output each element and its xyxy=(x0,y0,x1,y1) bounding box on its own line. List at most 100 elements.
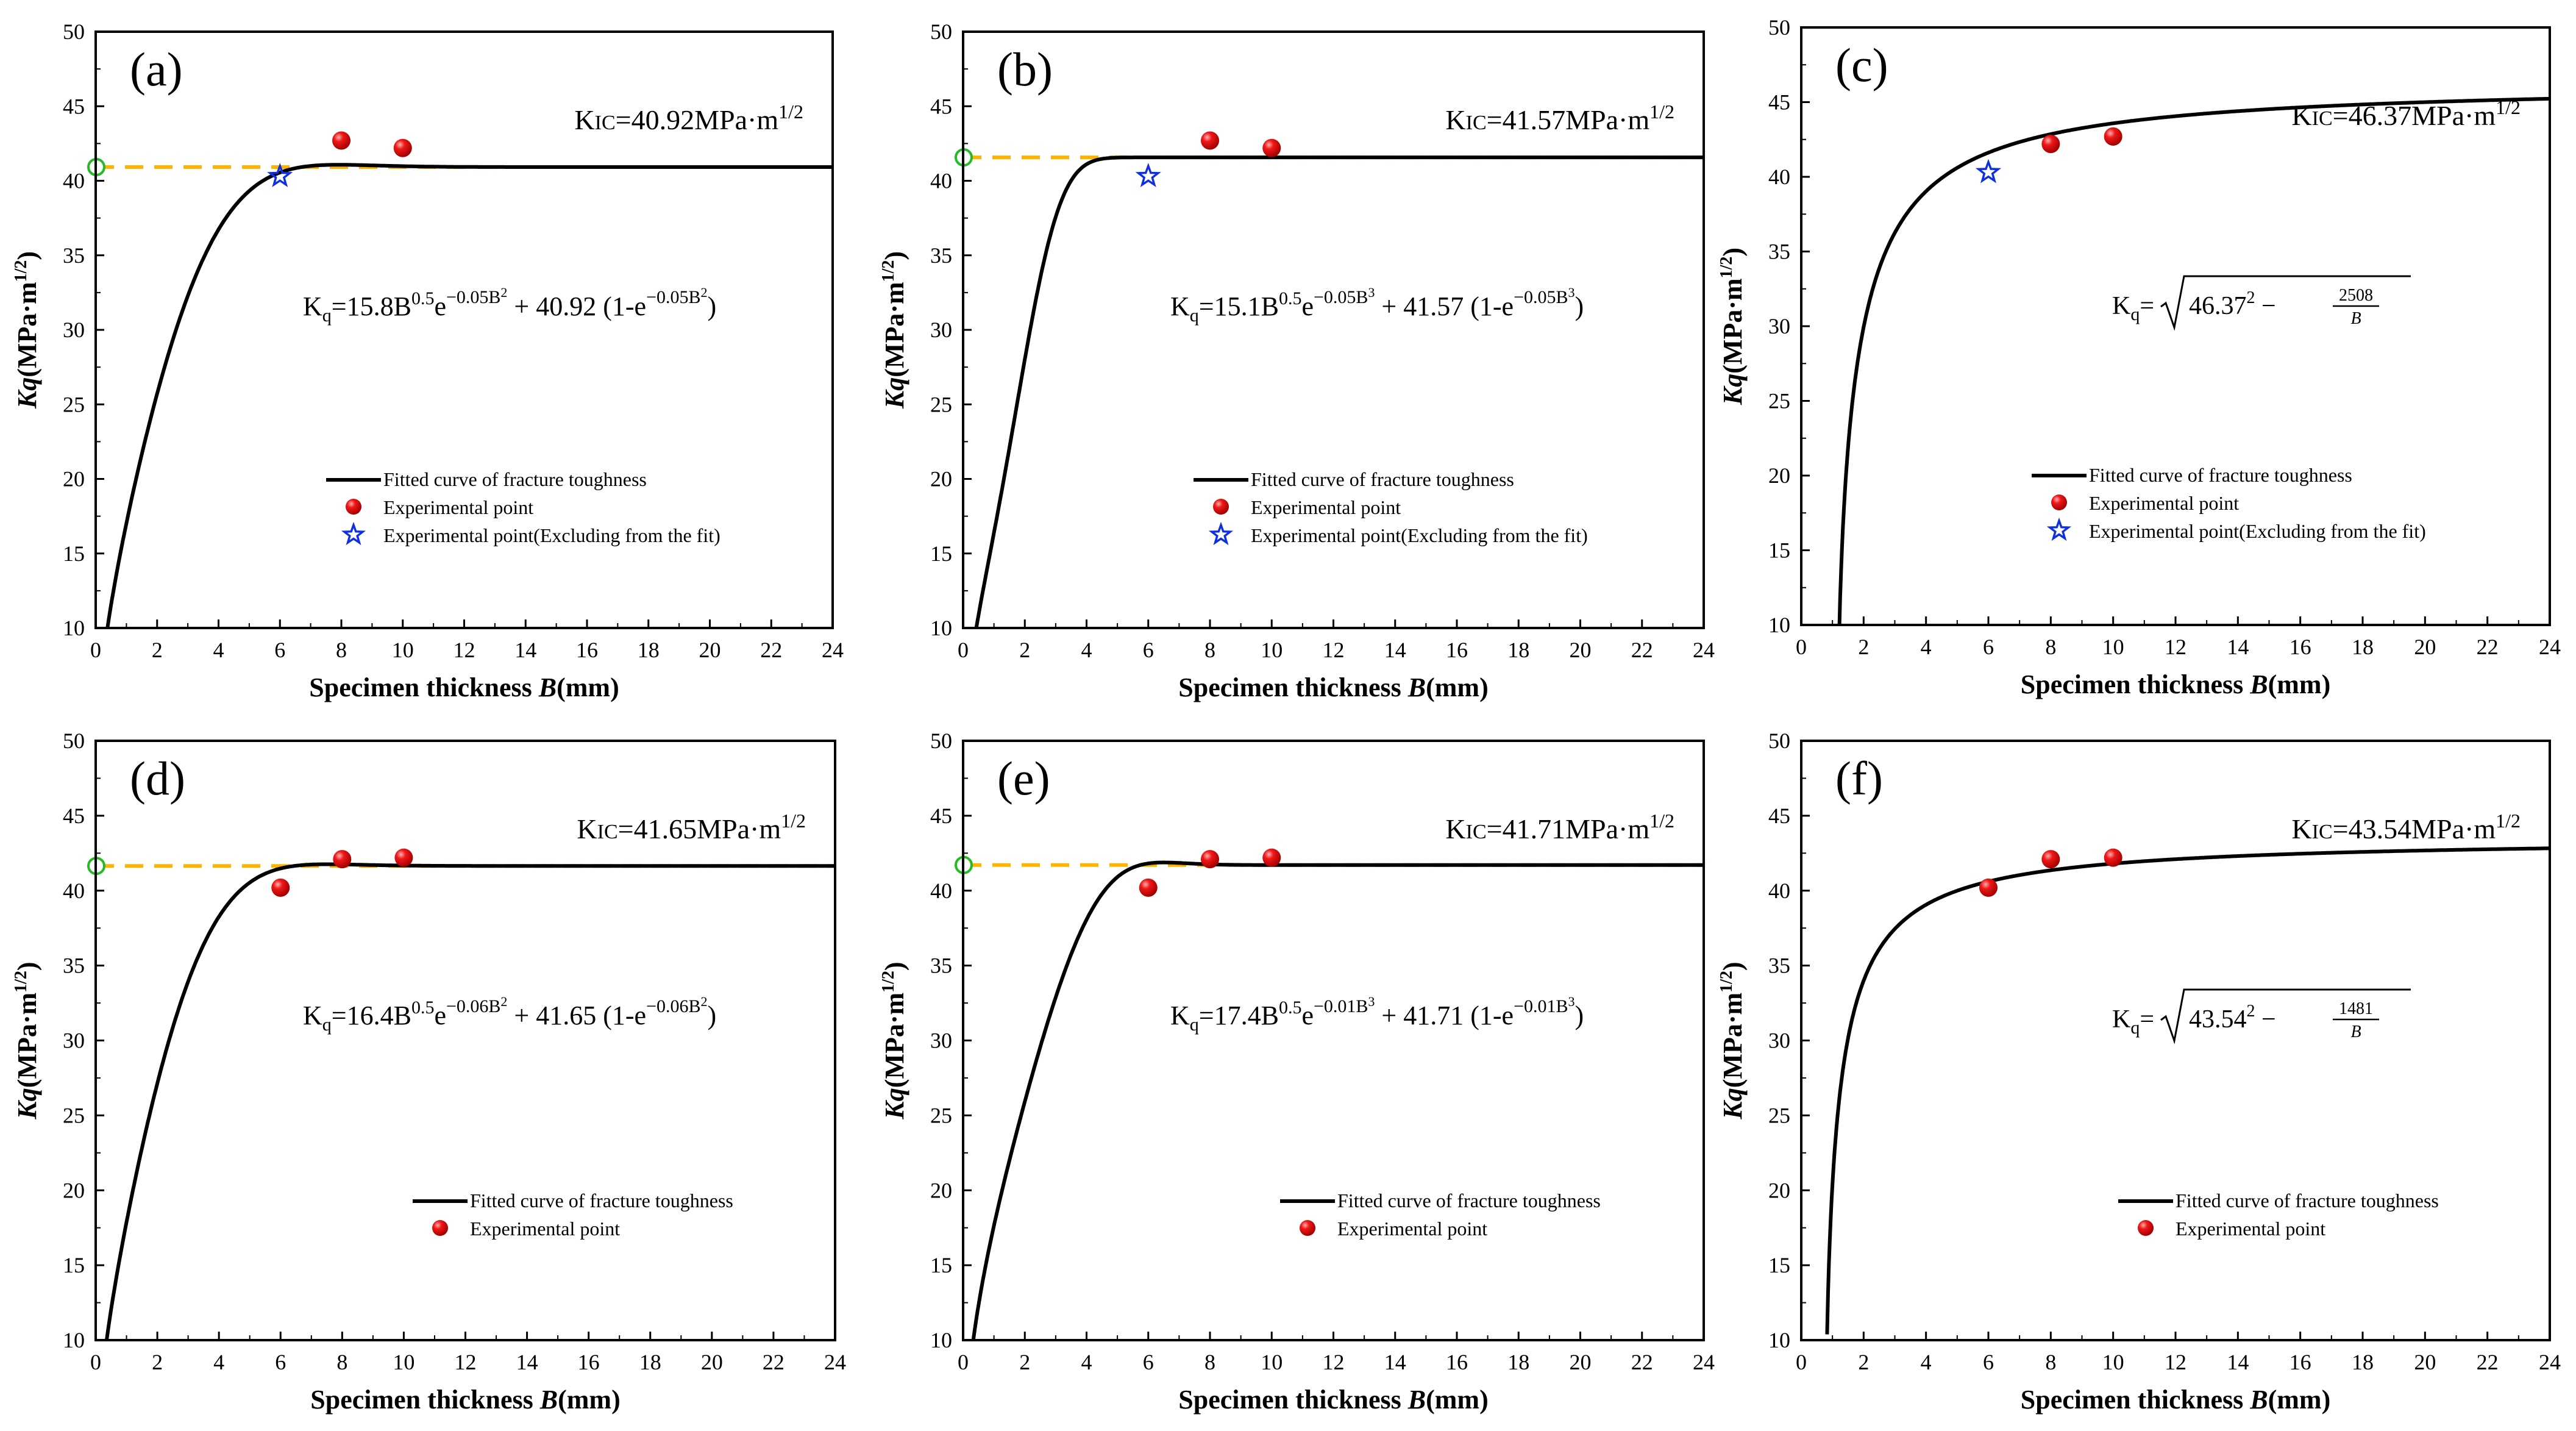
formula-k: + 40.92 (1-e xyxy=(507,291,646,321)
x-tick-label: 22 xyxy=(763,1350,785,1374)
panel-label: (b) xyxy=(997,43,1053,96)
x-tick-label: 6 xyxy=(274,638,285,662)
chart-panel-e: 0 2 4 6 8 10 12 14 16 18 20 22 24101520253035404550S… xyxy=(879,729,1715,1415)
y-tick-label: 20 xyxy=(930,1178,952,1202)
formula-lhs-sub: q xyxy=(2130,304,2140,324)
y-axis-label-unit: (MPa·m xyxy=(880,993,909,1088)
experimental-point xyxy=(2104,848,2122,867)
x-tick-label: 6 xyxy=(1143,1350,1154,1374)
x-axis-label-var: B xyxy=(1407,1385,1426,1415)
y-tick-label: 35 xyxy=(1768,240,1790,264)
y-tick-label: 50 xyxy=(1768,729,1790,753)
y-tick-label: 10 xyxy=(1768,613,1790,637)
fit-formula: Kq= xyxy=(2112,1005,2154,1038)
fitted-curve xyxy=(1825,846,2550,1335)
y-axis-label-unit: (MPa·m xyxy=(1718,993,1748,1088)
y-tick-label: 35 xyxy=(1768,954,1790,978)
chart-panel-f: 0 2 4 6 8 10 12 14 16 18 20 22 24101520253035404550S… xyxy=(1717,729,2561,1415)
y-tick-label: 20 xyxy=(1768,463,1790,488)
fitted-curve xyxy=(974,155,1704,628)
x-axis-label-unit: (mm) xyxy=(1426,673,1489,702)
formula-exp1-n: 2 xyxy=(500,994,507,1009)
y-tick-label: 30 xyxy=(63,318,85,342)
x-tick-label: 24 xyxy=(822,638,844,662)
x-tick-label: 6 xyxy=(1983,1350,1994,1374)
legend-excluded-label: Experimental point(Excluding from the fi… xyxy=(1251,524,1588,546)
y-axis-label: Kq(MPa·m1/2) xyxy=(879,251,909,409)
y-axis-label-exp: 1/2 xyxy=(879,971,898,993)
x-tick-label: 22 xyxy=(2477,635,2499,659)
x-tick-label: 0 xyxy=(958,638,969,662)
formula-k: + 41.65 (1-e xyxy=(507,1001,646,1030)
fit-formula: Kq=15.8B0.5e−0.05B2 + 40.92 (1-e−0.05B2) xyxy=(303,285,716,326)
kic-label: KIC=40.92MPa·m1/2 xyxy=(574,101,803,135)
excluded-point-star xyxy=(1975,159,2002,184)
y-tick-label: 25 xyxy=(1768,389,1790,413)
y-tick-label: 35 xyxy=(63,243,85,268)
x-tick-label: 8 xyxy=(336,1350,347,1374)
formula-radical xyxy=(2160,275,2411,331)
legend-point-label: Experimental point xyxy=(470,1218,620,1240)
formula-exp2-n: 3 xyxy=(1568,285,1575,300)
x-tick-label: 20 xyxy=(1570,638,1592,662)
y-tick-label: 45 xyxy=(1768,804,1790,828)
x-tick-label: 16 xyxy=(2290,635,2311,659)
formula-e: e xyxy=(434,1001,446,1030)
kic-label-exp: 1/2 xyxy=(1649,810,1674,832)
formula-radicand: 46.372 − xyxy=(2189,288,2276,320)
formula-sqrt-exp: 0.5 xyxy=(411,288,435,309)
x-tick-label: 22 xyxy=(760,638,782,662)
y-tick-label: 25 xyxy=(930,392,952,416)
y-tick-label: 35 xyxy=(930,243,952,268)
formula-exp1-n: 3 xyxy=(1368,994,1375,1009)
formula-exp1-n: 2 xyxy=(500,285,507,300)
x-tick-label: 10 xyxy=(1261,1350,1283,1374)
x-axis-label-var: B xyxy=(539,1385,558,1415)
legend-excluded-label: Experimental point(Excluding from the fi… xyxy=(2089,520,2426,542)
formula-a: =15.8B xyxy=(332,291,411,321)
kic-label-sub: IC xyxy=(1466,112,1487,134)
experimental-point xyxy=(1262,848,1281,867)
y-tick-label: 45 xyxy=(1768,90,1790,115)
x-tick-label: 24 xyxy=(1693,1350,1715,1374)
x-axis-label-var: B xyxy=(1407,673,1426,702)
formula-denominator: B xyxy=(2350,1022,2361,1041)
y-tick-label: 15 xyxy=(930,541,952,566)
x-tick-label: 0 xyxy=(1796,635,1807,659)
x-axis-label: Specimen thickness B(mm) xyxy=(1178,673,1488,702)
y-axis-label-exp: 1/2 xyxy=(879,260,898,282)
y-tick-label: 30 xyxy=(1768,1029,1790,1053)
legend-point-label: Experimental point xyxy=(2089,492,2239,514)
y-axis-label-var: Kq xyxy=(1718,1088,1748,1119)
x-tick-label: 14 xyxy=(514,638,536,662)
x-tick-label: 22 xyxy=(2477,1350,2499,1374)
x-axis-label-unit: (mm) xyxy=(2268,669,2331,699)
plot-frame xyxy=(94,740,836,1341)
formula-e: e xyxy=(1301,1001,1314,1030)
formula-eq: = xyxy=(2140,1005,2154,1033)
plot-frame xyxy=(962,30,1705,629)
x-tick-label: 12 xyxy=(454,638,475,662)
x-axis-label-text: Specimen thickness xyxy=(2021,1385,2250,1415)
x-tick-label: 14 xyxy=(2227,635,2249,659)
y-tick-label: 50 xyxy=(1768,15,1790,40)
experimental-point xyxy=(333,850,352,869)
fit-formula: Kq=15.1B0.5e−0.05B3 + 41.57 (1-e−0.05B3) xyxy=(1170,285,1584,326)
formula-exp2-n: 2 xyxy=(701,285,708,300)
x-tick-label: 16 xyxy=(576,638,598,662)
kic-label-eq: =41.57MPa·m xyxy=(1487,104,1650,135)
y-tick-label: 50 xyxy=(63,20,85,44)
x-tick-label: 20 xyxy=(2414,1350,2436,1374)
x-axis-label-unit: (mm) xyxy=(558,1385,621,1415)
y-axis-label-var: Kq xyxy=(12,1088,42,1119)
experimental-point xyxy=(332,131,350,150)
x-tick-label: 18 xyxy=(1507,1350,1529,1374)
formula-exp2-n: 2 xyxy=(701,994,708,1009)
x-tick-label: 0 xyxy=(90,1350,101,1374)
legend-excluded-swatch xyxy=(1208,521,1234,546)
y-tick-label: 15 xyxy=(1768,1253,1790,1277)
experimental-point xyxy=(1979,878,1998,897)
excluded-point-star xyxy=(1135,163,1161,188)
x-tick-label: 12 xyxy=(2165,635,2186,659)
formula-lhs-sub: q xyxy=(1190,1015,1199,1035)
